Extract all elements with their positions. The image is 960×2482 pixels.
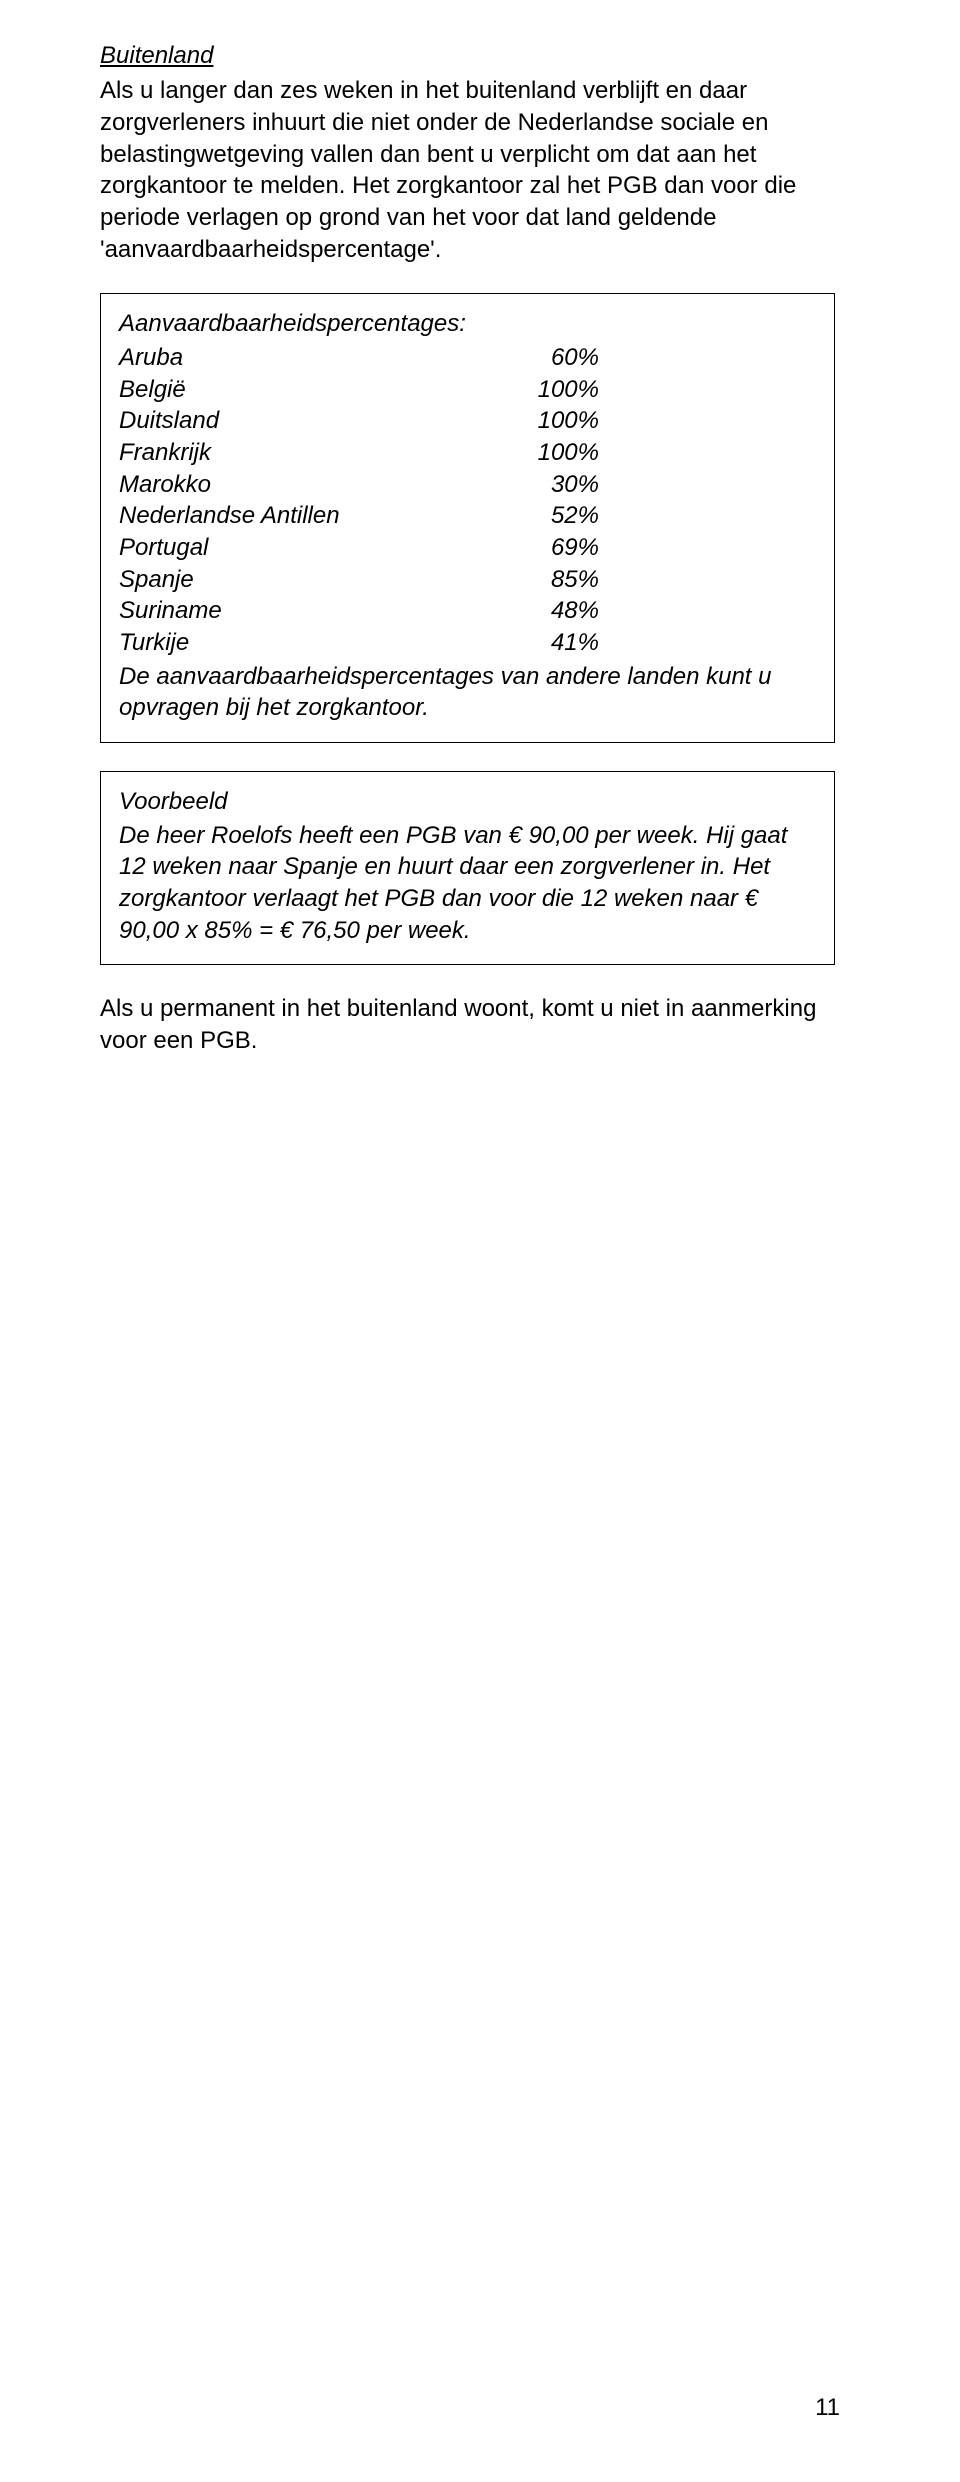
percentage-row: Portugal69% — [119, 532, 599, 564]
percentage-value: 60% — [519, 342, 599, 374]
document-page: Buitenland Als u langer dan zes weken in… — [0, 0, 960, 2482]
percentage-country: Turkije — [119, 627, 519, 659]
percentage-row: Marokko30% — [119, 469, 599, 501]
percentage-row: Frankrijk100% — [119, 437, 599, 469]
example-body: De heer Roelofs heeft een PGB van € 90,0… — [119, 820, 816, 947]
percentage-country: Portugal — [119, 532, 519, 564]
percentage-value: 69% — [519, 532, 599, 564]
section-heading: Buitenland — [100, 40, 840, 71]
percentage-country: Aruba — [119, 342, 519, 374]
percentage-row: Aruba60% — [119, 342, 599, 374]
percentage-value: 100% — [519, 437, 599, 469]
percentages-title: Aanvaardbaarheidspercentages: — [119, 308, 816, 340]
percentage-country: Nederlandse Antillen — [119, 500, 519, 532]
percentage-row: Suriname48% — [119, 595, 599, 627]
percentage-country: Spanje — [119, 564, 519, 596]
percentage-value: 100% — [519, 374, 599, 406]
percentages-footer: De aanvaardbaarheidspercentages van ande… — [119, 661, 816, 724]
closing-paragraph: Als u permanent in het buitenland woont,… — [100, 993, 840, 1056]
percentage-country: Marokko — [119, 469, 519, 501]
percentage-country: Suriname — [119, 595, 519, 627]
percentage-row: Duitsland100% — [119, 405, 599, 437]
percentage-country: België — [119, 374, 519, 406]
percentage-row: Turkije41% — [119, 627, 599, 659]
intro-paragraph: Als u langer dan zes weken in het buiten… — [100, 75, 840, 265]
page-number: 11 — [815, 2394, 840, 2422]
percentage-value: 85% — [519, 564, 599, 596]
percentage-value: 52% — [519, 500, 599, 532]
percentage-row: België100% — [119, 374, 599, 406]
percentage-value: 100% — [519, 405, 599, 437]
percentages-list: Aruba60%België100%Duitsland100%Frankrijk… — [119, 342, 816, 659]
percentage-country: Frankrijk — [119, 437, 519, 469]
example-box: Voorbeeld De heer Roelofs heeft een PGB … — [100, 771, 835, 965]
percentage-row: Nederlandse Antillen52% — [119, 500, 599, 532]
percentage-country: Duitsland — [119, 405, 519, 437]
example-title: Voorbeeld — [119, 786, 816, 818]
percentage-value: 41% — [519, 627, 599, 659]
percentage-value: 30% — [519, 469, 599, 501]
percentage-row: Spanje85% — [119, 564, 599, 596]
percentage-value: 48% — [519, 595, 599, 627]
percentages-box: Aanvaardbaarheidspercentages: Aruba60%Be… — [100, 293, 835, 743]
